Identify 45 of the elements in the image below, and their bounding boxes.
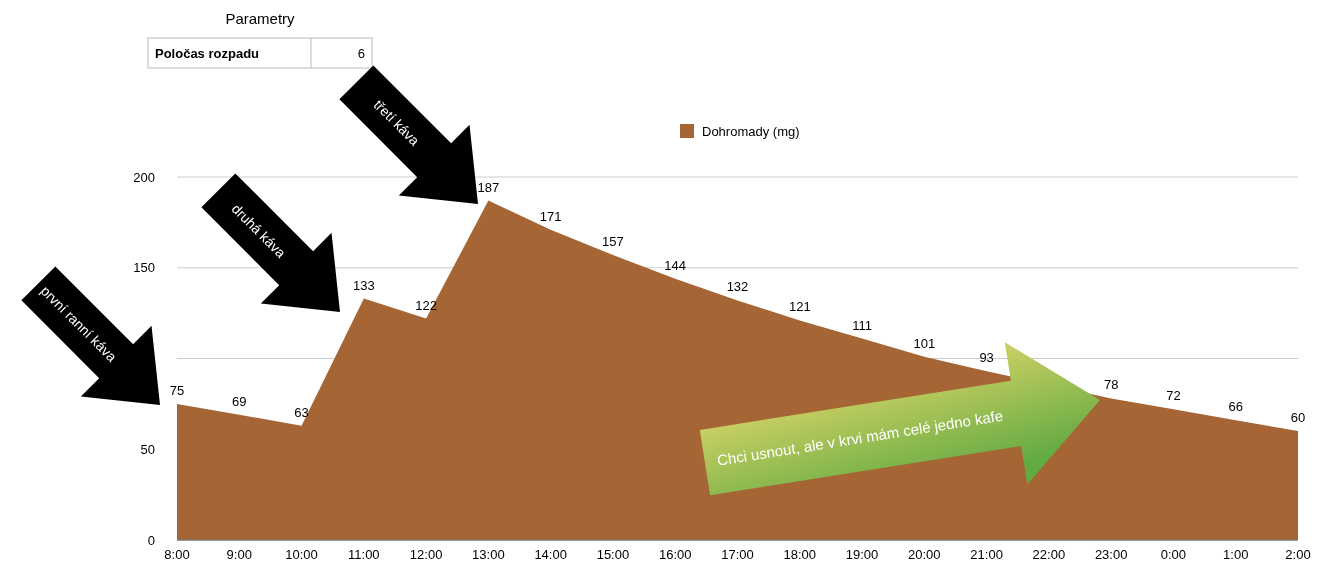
data-label: 93 bbox=[979, 350, 994, 366]
annotation: Chci usnout, ale v krvi mám celé jedno kafe bbox=[715, 406, 1005, 469]
y-tick-label: 200 bbox=[133, 169, 155, 185]
x-tick-label: 21:00 bbox=[970, 547, 1003, 562]
data-label: 132 bbox=[726, 279, 749, 295]
data-label: 187 bbox=[477, 179, 500, 195]
data-label: 66 bbox=[1228, 399, 1243, 415]
x-tick-label: 13:00 bbox=[472, 547, 505, 562]
legend-label: Dohromady (mg) bbox=[702, 123, 800, 139]
data-label: 75 bbox=[169, 382, 185, 398]
text: Poločas rozpadu bbox=[155, 45, 260, 61]
x-tick-label: 8:00 bbox=[164, 547, 190, 562]
x-tick-label: 15:00 bbox=[596, 547, 630, 562]
y-tick-label: 0 bbox=[147, 532, 155, 548]
x-tick-label: 22:00 bbox=[1032, 547, 1066, 562]
x-tick-label: 2:00 bbox=[1285, 547, 1311, 562]
x-tick-label: 14:00 bbox=[534, 547, 567, 562]
x-tick-label: 12:00 bbox=[409, 547, 443, 562]
data-label: 101 bbox=[913, 335, 936, 351]
x-tick-label: 1:00 bbox=[1223, 547, 1249, 562]
y-tick-label: 50 bbox=[140, 441, 155, 457]
data-label: 69 bbox=[232, 393, 247, 409]
x-tick-label: 11:00 bbox=[348, 547, 380, 562]
data-label: 78 bbox=[1103, 377, 1119, 393]
text: 6 bbox=[357, 45, 365, 61]
x-tick-label: 10:00 bbox=[285, 547, 318, 562]
x-tick-label: 18:00 bbox=[783, 547, 817, 562]
data-label: 157 bbox=[602, 234, 624, 250]
x-tick-label: 9:00 bbox=[226, 547, 252, 562]
data-label: 63 bbox=[294, 404, 309, 420]
data-label: 133 bbox=[352, 277, 375, 293]
data-label: 144 bbox=[664, 257, 687, 273]
x-tick-label: 0:00 bbox=[1160, 547, 1187, 562]
x-tick-label: 19:00 bbox=[845, 547, 879, 562]
y-tick-label: 150 bbox=[133, 260, 155, 276]
x-tick-label: 20:00 bbox=[908, 547, 941, 562]
x-tick-label: 16:00 bbox=[658, 547, 692, 562]
data-label: 72 bbox=[1166, 388, 1181, 404]
x-tick-label: 23:00 bbox=[1094, 547, 1128, 562]
data-label: 121 bbox=[788, 299, 811, 315]
x-tick-label: 17:00 bbox=[721, 547, 754, 562]
data-label: 171 bbox=[539, 208, 562, 224]
text: Parametry bbox=[225, 10, 296, 27]
data-label: 60 bbox=[1290, 410, 1306, 426]
data-label: 111 bbox=[852, 317, 872, 333]
